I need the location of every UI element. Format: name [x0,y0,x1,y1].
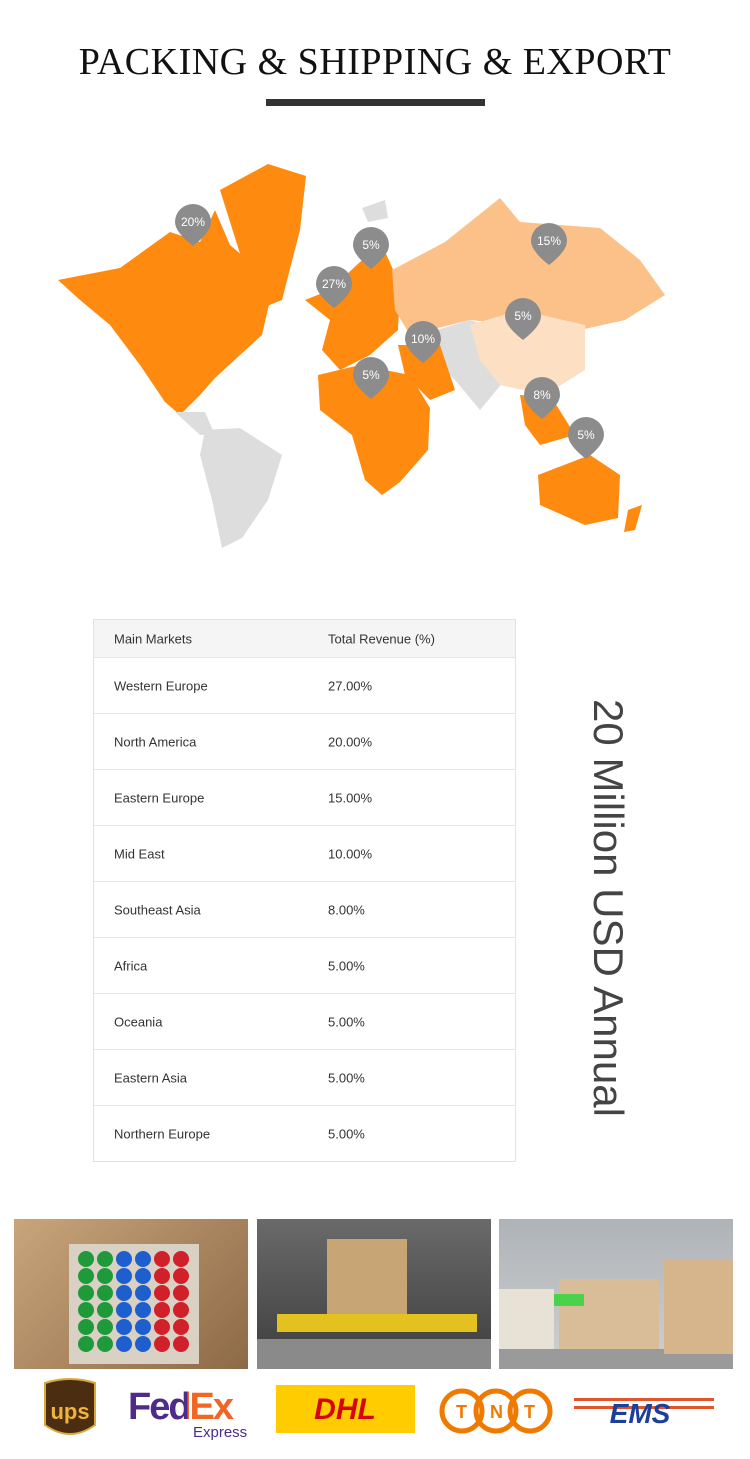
north-america [58,210,270,415]
table-row: Northern Europe 5.00% [94,1105,515,1161]
tnt-logo-text: TNT [456,1402,535,1422]
revenue-value: 20.00% [328,734,373,749]
iceland [362,200,388,222]
table-row: Oceania 5.00% [94,993,515,1049]
map-pin: 20% [175,204,211,246]
revenue-value: 10.00% [328,846,373,861]
ems-logo: EMS [574,1398,714,1429]
world-map: 20% 5% 27% 15% 5% 10% 5% 8% 5% [58,164,665,548]
revenue-value: 27.00% [328,678,373,693]
photo-warehouse [499,1219,733,1369]
map-pin: 8% [524,377,560,419]
greenland [220,164,306,308]
market-name: Eastern Asia [114,1070,187,1085]
mid-east [398,345,455,400]
title-underline [266,99,485,106]
dhl-logo-text: DHL [314,1393,376,1426]
market-name: Africa [114,958,148,973]
revenue-value: 5.00% [328,1070,365,1085]
table-row: North America 20.00% [94,713,515,769]
ups-logo-text: ups [50,1399,89,1424]
map-pin: 5% [505,298,541,340]
new-zealand [624,505,642,532]
pin-label: 5% [362,368,380,382]
market-name: Mid East [114,846,165,861]
revenue-value: 8.00% [328,902,365,917]
table-row: Southeast Asia 8.00% [94,881,515,937]
pin-label: 5% [514,309,532,323]
map-pin: 5% [353,357,389,399]
map-pin: 5% [353,227,389,269]
fedex-express-text: Express [193,1424,247,1441]
china [470,310,585,395]
pin-label: 8% [533,388,551,402]
map-pin: 5% [568,417,604,459]
market-name: Oceania [114,1014,163,1029]
central-america [175,412,215,435]
market-name: Western Europe [114,678,208,693]
header-total-revenue: Total Revenue (%) [328,631,435,646]
russia [392,198,665,335]
annual-revenue-text: 20 Million USD Annual [585,699,632,1117]
table-row: Mid East 10.00% [94,825,515,881]
revenue-value: 5.00% [328,958,365,973]
photo-packed-box [14,1219,248,1369]
map-pin: 15% [531,223,567,265]
market-name: Southeast Asia [114,902,201,917]
pin-label: 5% [577,428,595,442]
revenue-value: 15.00% [328,790,373,805]
pin-label: 27% [322,277,346,291]
carrier-logos: ups FedEx Express DHL TNT EMS [0,1375,750,1445]
table-row: Africa 5.00% [94,937,515,993]
page-title: PACKING & SHIPPING & EXPORT [78,41,672,83]
header-main-markets: Main Markets [114,631,193,646]
market-name: Northern Europe [114,1126,211,1141]
markets-table: Main Markets Total Revenue (%) Western E… [93,619,516,1162]
pin-label: 20% [181,215,205,229]
tnt-logo: TNT [439,1388,553,1434]
ups-logo: ups [44,1378,96,1435]
australia [538,455,620,525]
pin-label: 15% [537,234,561,248]
ems-logo-text: EMS [610,1398,671,1429]
table-header: Main Markets Total Revenue (%) [94,620,515,657]
map-pin: 27% [316,266,352,308]
table-row: Western Europe 27.00% [94,657,515,713]
continents [58,164,665,548]
revenue-value: 5.00% [328,1126,365,1141]
dhl-logo: DHL [276,1385,415,1433]
photo-packing-line [257,1219,491,1369]
pin-label: 5% [362,238,380,252]
pin-label: 10% [411,332,435,346]
map-pin: 10% [405,321,441,363]
south-america [200,428,282,548]
table-row: Eastern Asia 5.00% [94,1049,515,1105]
table-row: Eastern Europe 15.00% [94,769,515,825]
revenue-value: 5.00% [328,1014,365,1029]
africa [318,365,430,495]
fedex-logo-text: FedEx [128,1386,234,1428]
market-name: Eastern Europe [114,790,205,805]
western-europe [305,245,400,370]
market-name: North America [114,734,197,749]
